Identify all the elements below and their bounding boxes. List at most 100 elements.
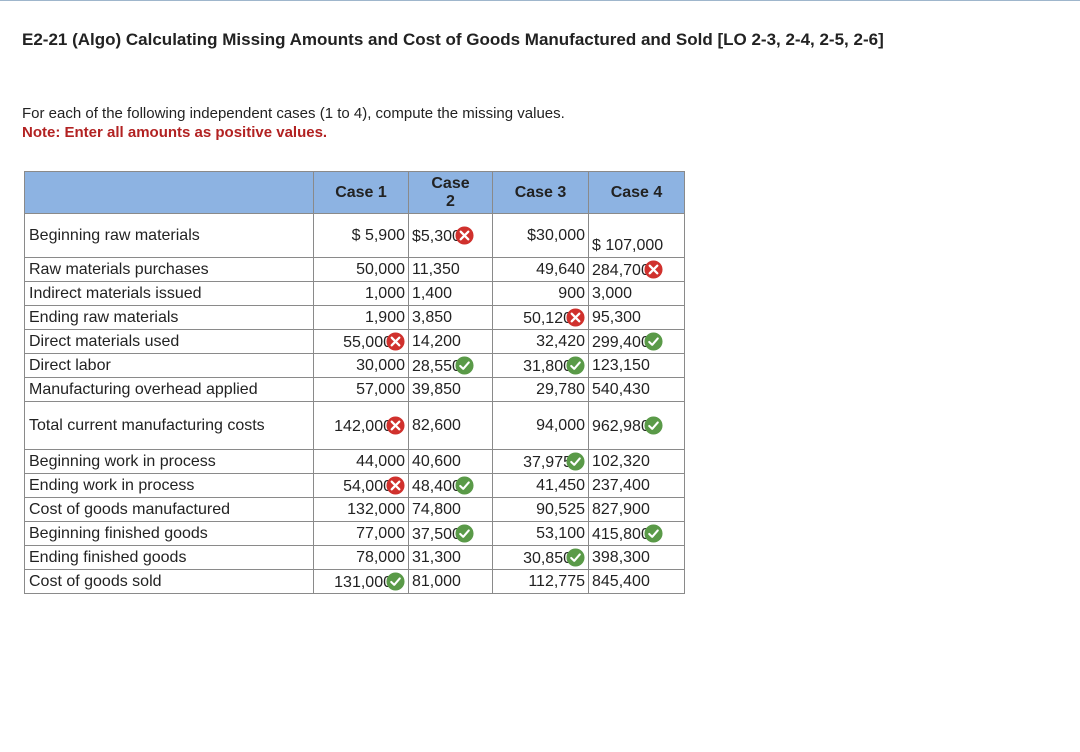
table-row: Beginning raw materials $ 5,900 $5,300 $30,… — [24, 213, 685, 258]
table-row: Ending work in process 54,000 48,400 41,450… — [24, 473, 685, 498]
table-row: Cost of goods manufactured 132,000 74,800 9… — [24, 497, 685, 522]
case-value: 30,850 — [492, 545, 589, 570]
row-label: Cost of goods manufactured — [24, 497, 314, 522]
case-value: 962,980 — [588, 401, 685, 450]
case-value: 102,320 — [588, 449, 685, 474]
row-label: Raw materials purchases — [24, 257, 314, 282]
case-value: 398,300 — [588, 545, 685, 570]
case-value: 74,800 — [408, 497, 493, 522]
case-value: 82,600 — [408, 401, 493, 450]
case-value: 54,000 — [313, 473, 409, 498]
table-row: Ending finished goods 78,000 31,300 30,850 3… — [24, 545, 685, 570]
top-rule — [0, 0, 1080, 1]
row-label: Manufacturing overhead applied — [24, 377, 314, 402]
table-row: Raw materials purchases 50,000 11,350 49,64… — [24, 257, 685, 282]
row-label: Direct labor — [24, 353, 314, 378]
row-label: Direct materials used — [24, 329, 314, 354]
case-value: 284,700 — [588, 257, 685, 282]
row-label: Beginning raw materials — [24, 213, 314, 258]
note: Note: Enter all amounts as positive valu… — [22, 124, 328, 141]
table-row: Manufacturing overhead applied 57,000 39,8… — [24, 377, 685, 402]
column-header — [24, 171, 314, 214]
case-value: 95,300 — [588, 305, 685, 330]
row-label: Ending raw materials — [24, 305, 314, 330]
correct-icon — [644, 331, 663, 351]
table-row: Cost of goods sold 131,000 81,000 112,775 84… — [24, 569, 685, 594]
case-value: 845,400 — [588, 569, 685, 594]
correct-icon — [386, 571, 405, 591]
row-label: Indirect materials issued — [24, 281, 314, 306]
case-value: 237,400 — [588, 473, 685, 498]
case-value: 29,780 — [492, 377, 589, 402]
row-label: Ending finished goods — [24, 545, 314, 570]
case-value: 37,975 — [492, 449, 589, 474]
row-label: Beginning work in process — [24, 449, 314, 474]
case-value: 77,000 — [313, 521, 409, 546]
correct-icon — [644, 415, 663, 435]
table-row: Indirect materials issued 1,000 1,400 900 3,… — [24, 281, 685, 306]
case-value: 28,550 — [408, 353, 493, 378]
case-value: 39,850 — [408, 377, 493, 402]
incorrect-icon — [566, 307, 585, 327]
incorrect-icon — [386, 331, 405, 351]
correct-icon — [455, 355, 474, 375]
case-value: 90,525 — [492, 497, 589, 522]
row-label: Beginning finished goods — [24, 521, 314, 546]
incorrect-icon — [386, 475, 405, 495]
case-value: 53,100 — [492, 521, 589, 546]
case-value: 40,600 — [408, 449, 493, 474]
incorrect-icon — [386, 415, 405, 435]
instruction-text: For each of the following independent ca… — [22, 105, 565, 122]
case-value: 827,900 — [588, 497, 685, 522]
case-value: 41,450 — [492, 473, 589, 498]
case-value: 37,500 — [408, 521, 493, 546]
case-value: 94,000 — [492, 401, 589, 450]
case-value: 14,200 — [408, 329, 493, 354]
correct-icon — [455, 523, 474, 543]
table-row: Direct materials used 55,000 14,200 32,420 2… — [24, 329, 685, 354]
table-body: Beginning raw materials $ 5,900 $5,300 $30,… — [24, 213, 685, 594]
column-header: Case 1 — [313, 171, 409, 214]
table-row: Direct labor 30,000 28,550 31,800 123,150 — [24, 353, 685, 378]
case-value: 1,000 — [313, 281, 409, 306]
case-value: 3,850 — [408, 305, 493, 330]
case-value: 11,350 — [408, 257, 493, 282]
case-value: 31,300 — [408, 545, 493, 570]
row-label: Cost of goods sold — [24, 569, 314, 594]
column-header: Case 4 — [588, 171, 685, 214]
exercise-title: E2-21 (Algo) Calculating Missing Amounts… — [22, 30, 884, 49]
case-value: $ 107,000 — [588, 213, 685, 258]
case-value: $ 5,900 — [313, 213, 409, 258]
case-value: 44,000 — [313, 449, 409, 474]
column-header: Case 2 — [408, 171, 493, 214]
case-value: 55,000 — [313, 329, 409, 354]
instructions: For each of the following independent ca… — [22, 104, 565, 142]
case-value: 1,400 — [408, 281, 493, 306]
case-value: 48,400 — [408, 473, 493, 498]
case-value: 31,800 — [492, 353, 589, 378]
table-row: Total current manufacturing costs 142,000… — [24, 401, 685, 450]
incorrect-icon — [644, 259, 663, 279]
header-row: Case 1 Case 2 Case 3 Case 4 — [24, 171, 685, 214]
case-value: 81,000 — [408, 569, 493, 594]
case-value: 30,000 — [313, 353, 409, 378]
correct-icon — [455, 475, 474, 495]
row-label: Total current manufacturing costs — [24, 401, 314, 450]
case-value: 49,640 — [492, 257, 589, 282]
case-value: 132,000 — [313, 497, 409, 522]
case-value: 142,000 — [313, 401, 409, 450]
correct-icon — [566, 355, 585, 375]
case-value: 112,775 — [492, 569, 589, 594]
case-value: 1,900 — [313, 305, 409, 330]
case-value: 57,000 — [313, 377, 409, 402]
case-value: 299,400 — [588, 329, 685, 354]
case-value: 123,150 — [588, 353, 685, 378]
correct-icon — [566, 451, 585, 471]
case-value: 540,430 — [588, 377, 685, 402]
case-value: 50,120 — [492, 305, 589, 330]
case-value: 78,000 — [313, 545, 409, 570]
correct-icon — [566, 547, 585, 567]
case-value: 415,800 — [588, 521, 685, 546]
table-row: Beginning finished goods 77,000 37,500 53,1… — [24, 521, 685, 546]
table-row: Ending raw materials 1,900 3,850 50,120 95,3… — [24, 305, 685, 330]
